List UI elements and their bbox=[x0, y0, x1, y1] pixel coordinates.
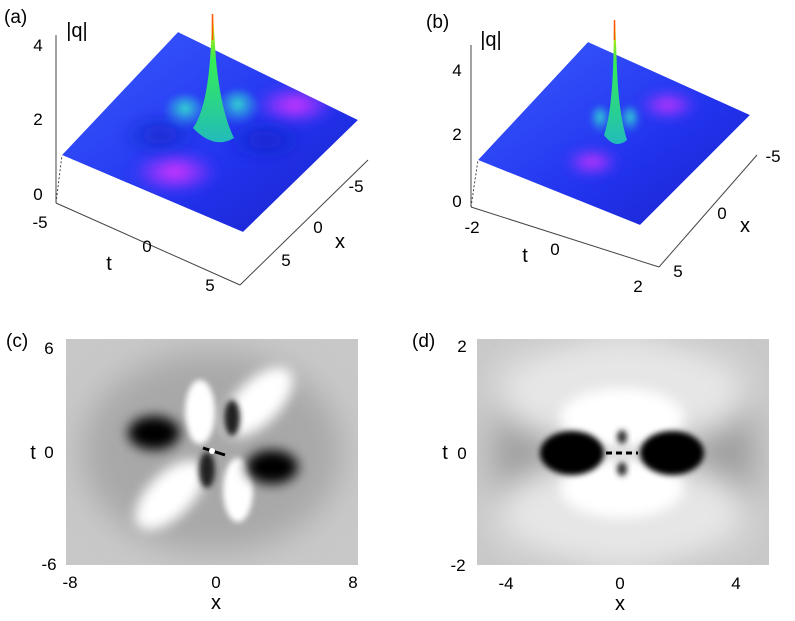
x-tick-d-1: 0 bbox=[615, 574, 624, 593]
y-tick-c-1: 0 bbox=[44, 443, 53, 462]
y-tick-d-2: -2 bbox=[450, 556, 465, 575]
panel-a: 4 2 0 -5 0 5 -5 0 5 |q| t x (a) bbox=[4, 7, 369, 295]
z-ticks-b: 4 2 0 bbox=[452, 61, 461, 211]
t-tick-a-0: -5 bbox=[32, 213, 47, 232]
panel-b: 4 2 0 -2 0 2 -5 0 5 |q| t x (b) bbox=[426, 12, 781, 296]
t-tick-a-2: 5 bbox=[205, 276, 214, 295]
t-tick-b-0: -2 bbox=[464, 218, 479, 237]
z-label-b: |q| bbox=[480, 29, 502, 51]
x-label-c: x bbox=[211, 592, 221, 614]
x-tick-d-0: -4 bbox=[498, 574, 513, 593]
y-label-c: t bbox=[30, 442, 36, 464]
panel-label-d: (d) bbox=[412, 331, 435, 352]
density-d bbox=[477, 339, 769, 565]
y-ticks-d: 2 0 -2 bbox=[450, 337, 466, 575]
y-ticks-c: 6 0 -6 bbox=[41, 339, 56, 574]
x-tick-d-2: 4 bbox=[731, 574, 740, 593]
x-tick-b-2: 5 bbox=[673, 262, 682, 281]
x-ticks-d: -4 0 4 bbox=[498, 574, 740, 593]
x-label-d: x bbox=[615, 593, 625, 615]
z-tick-a-0: 4 bbox=[33, 36, 42, 55]
x-ticks-b: -5 0 5 bbox=[673, 147, 780, 281]
panel-c: 6 0 -6 -8 0 8 x t (c) bbox=[6, 331, 358, 614]
x-tick-b-1: 0 bbox=[717, 204, 726, 223]
peak-b bbox=[604, 20, 627, 144]
x-tick-c-1: 0 bbox=[211, 573, 220, 592]
t-tick-b-1: 0 bbox=[550, 240, 559, 259]
axes-box-b bbox=[470, 45, 758, 268]
density-c bbox=[66, 339, 358, 565]
z-tick-b-1: 2 bbox=[452, 125, 461, 144]
t-label-b: t bbox=[522, 245, 528, 267]
y-tick-d-0: 2 bbox=[457, 337, 466, 356]
peak-a bbox=[193, 15, 234, 143]
z-tick-a-2: 0 bbox=[33, 185, 42, 204]
z-label-a: |q| bbox=[66, 20, 88, 42]
x-tick-a-1: 0 bbox=[313, 218, 322, 237]
t-tick-b-2: 2 bbox=[633, 277, 642, 296]
y-tick-d-1: 0 bbox=[457, 444, 466, 463]
x-tick-c-2: 8 bbox=[348, 573, 357, 592]
panel-d: 2 0 -2 -4 0 4 x t (d) bbox=[412, 331, 769, 615]
z-tick-b-0: 4 bbox=[452, 61, 461, 80]
z-tick-b-2: 0 bbox=[452, 192, 461, 211]
t-label-a: t bbox=[106, 253, 112, 275]
y-tick-c-0: 6 bbox=[44, 339, 53, 358]
x-ticks-a: -5 0 5 bbox=[281, 177, 363, 270]
axes-box-a bbox=[55, 35, 369, 286]
x-tick-b-0: -5 bbox=[765, 147, 780, 166]
x-label-b: x bbox=[740, 215, 750, 237]
z-tick-a-1: 2 bbox=[33, 110, 42, 129]
t-tick-a-1: 0 bbox=[142, 237, 151, 256]
z-ticks-a: 4 2 0 bbox=[33, 36, 42, 204]
x-tick-a-0: -5 bbox=[348, 177, 363, 196]
panel-label-c: (c) bbox=[6, 331, 28, 352]
x-ticks-c: -8 0 8 bbox=[62, 573, 357, 592]
x-label-a: x bbox=[335, 231, 345, 253]
panel-label-a: (a) bbox=[4, 7, 27, 28]
panel-label-b: (b) bbox=[426, 12, 449, 33]
t-ticks-b: -2 0 2 bbox=[464, 218, 642, 296]
t-ticks-a: -5 0 5 bbox=[32, 213, 214, 295]
x-tick-a-2: 5 bbox=[281, 251, 290, 270]
x-tick-c-0: -8 bbox=[62, 573, 77, 592]
y-label-d: t bbox=[442, 442, 448, 464]
y-tick-c-2: -6 bbox=[41, 555, 56, 574]
